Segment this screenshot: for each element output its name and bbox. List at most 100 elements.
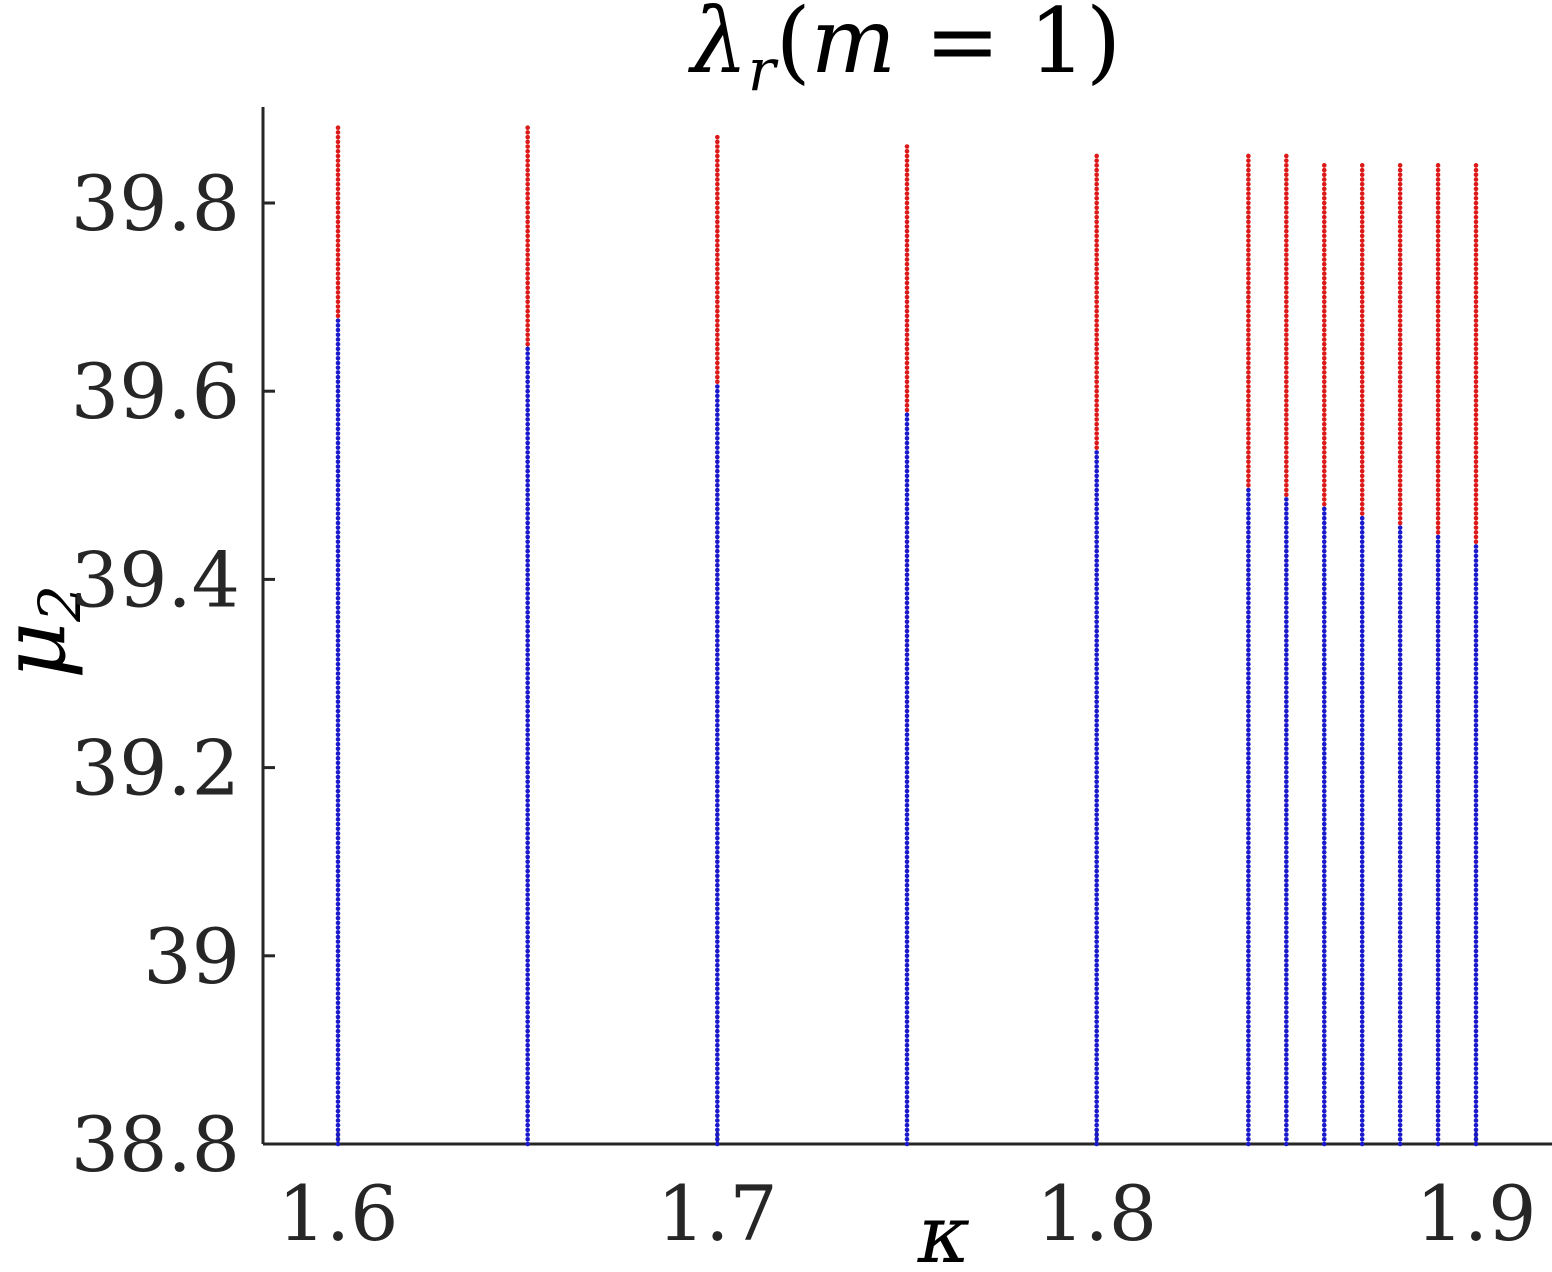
stable-point [1473, 878, 1479, 883]
stable-point [1397, 873, 1403, 879]
stable-point [715, 464, 720, 469]
unstable-point [904, 172, 910, 178]
unstable-point [1435, 233, 1441, 239]
stable-point [1321, 722, 1327, 728]
stable-point [1359, 873, 1365, 879]
unstable-point [1321, 323, 1327, 328]
y-label-mu: μ [0, 622, 85, 679]
stable-point [1359, 708, 1365, 714]
unstable-point [715, 266, 720, 272]
stable-point [1284, 925, 1289, 930]
stable-point [1321, 737, 1327, 742]
unstable-point [904, 205, 910, 211]
stable-point [1284, 1009, 1289, 1015]
stable-point [1397, 619, 1403, 625]
unstable-point [715, 379, 720, 385]
stable-point [525, 882, 530, 888]
stable-point [335, 638, 341, 643]
stable-point [525, 1141, 530, 1147]
stable-point [1359, 962, 1365, 968]
stable-point [1094, 920, 1099, 926]
unstable-point [1359, 497, 1365, 502]
stable-point [1435, 859, 1441, 864]
stable-point [335, 1122, 341, 1128]
stable-point [904, 426, 910, 432]
stable-point [1321, 897, 1327, 902]
stable-point [1473, 826, 1479, 832]
stable-point [1321, 530, 1327, 535]
stable-point [904, 454, 910, 460]
unstable-point [1435, 445, 1441, 450]
stable-point [1246, 1127, 1251, 1133]
stable-point [1435, 685, 1441, 690]
stable-point [1284, 600, 1289, 606]
unstable-point [1284, 435, 1289, 441]
stable-point [335, 403, 341, 408]
unstable-point [1284, 238, 1289, 243]
stable-point [335, 817, 341, 822]
stable-point [1359, 755, 1365, 761]
stable-point [1284, 1113, 1289, 1119]
stable-point [1359, 1014, 1365, 1020]
unstable-point [1246, 153, 1251, 159]
stable-point [1321, 1005, 1327, 1010]
stable-point [1094, 746, 1099, 752]
stable-point [1284, 577, 1289, 582]
unstable-point [715, 332, 720, 338]
stable-point [1284, 718, 1289, 723]
unstable-point [1094, 228, 1099, 234]
unstable-point [1397, 464, 1403, 469]
stable-point [904, 1127, 910, 1133]
stable-point [1473, 1000, 1479, 1006]
stable-point [1246, 779, 1251, 785]
stable-point [335, 849, 341, 855]
stable-point [1473, 845, 1479, 850]
stable-point [715, 450, 720, 455]
unstable-point [1246, 431, 1251, 436]
stable-point [904, 802, 910, 808]
stable-point [1246, 1141, 1251, 1147]
unstable-point [1284, 407, 1289, 413]
stable-point [1321, 732, 1327, 737]
stable-point [1284, 642, 1289, 648]
stable-point [715, 459, 720, 465]
stable-point [1246, 1028, 1251, 1034]
stable-point [1397, 802, 1403, 808]
stable-point [1094, 868, 1099, 874]
unstable-point [525, 271, 530, 276]
unstable-point [1246, 172, 1251, 178]
stable-point [1473, 859, 1479, 864]
stable-point [1397, 765, 1403, 770]
unstable-point [1435, 440, 1441, 446]
stable-point [904, 694, 910, 700]
stable-point [904, 501, 910, 507]
stable-point [1284, 1024, 1289, 1029]
stable-point [1359, 713, 1365, 719]
stable-point [1397, 685, 1403, 690]
stable-point [1094, 525, 1099, 530]
stable-point [904, 421, 910, 427]
unstable-point [335, 219, 341, 225]
stable-point [335, 327, 341, 333]
unstable-point [1359, 421, 1365, 427]
stable-point [525, 600, 530, 606]
unstable-point [525, 181, 530, 187]
stable-point [1359, 967, 1365, 973]
unstable-point [1435, 365, 1441, 370]
unstable-point [904, 280, 910, 286]
unstable-point [1397, 195, 1403, 201]
stable-point [1359, 958, 1365, 963]
unstable-point [1359, 370, 1365, 375]
stable-point [1321, 915, 1327, 921]
unstable-point [1473, 379, 1479, 385]
stable-point [1094, 807, 1099, 813]
stable-point [1473, 642, 1479, 648]
stable-point [715, 1066, 720, 1072]
stable-point [1246, 906, 1251, 912]
unstable-point [1246, 243, 1251, 248]
stable-point [904, 675, 910, 681]
stable-point [1284, 1075, 1289, 1081]
unstable-point [1397, 313, 1403, 319]
stable-point [715, 929, 720, 935]
unstable-point [1473, 492, 1479, 498]
